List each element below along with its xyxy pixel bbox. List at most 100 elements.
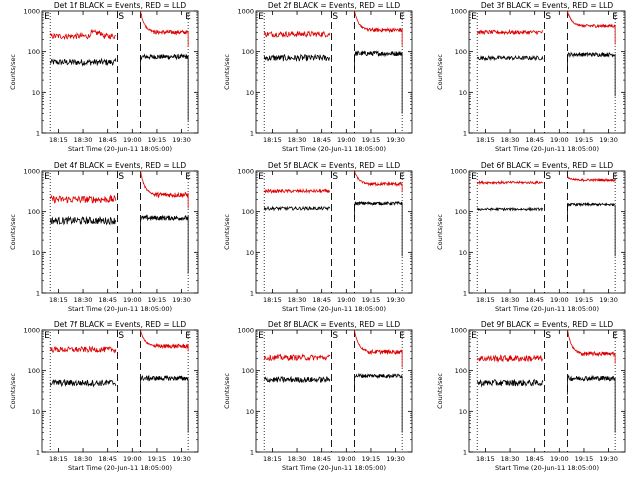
marker-label: S bbox=[332, 331, 338, 341]
x-tick-label: 18:30 bbox=[501, 455, 520, 463]
marker-label: S bbox=[332, 172, 338, 182]
marker-label: E bbox=[399, 172, 405, 182]
series-events-segment-1 bbox=[476, 378, 544, 388]
y-tick-label: 1000 bbox=[450, 327, 467, 335]
series-lld-segment-1 bbox=[476, 28, 544, 36]
marker-label: E bbox=[471, 331, 477, 341]
plot-frame bbox=[255, 170, 413, 294]
marker-label: S bbox=[332, 12, 338, 22]
y-tick-label: 100 bbox=[28, 208, 40, 216]
series-events-segment-2 bbox=[140, 374, 189, 433]
x-tick-label: 19:30 bbox=[599, 136, 618, 144]
y-tick-label: 1000 bbox=[450, 8, 467, 16]
x-tick-label: 19:30 bbox=[172, 136, 191, 144]
y-tick-label: 1000 bbox=[237, 327, 254, 335]
marker-label: E bbox=[471, 12, 477, 22]
series-events-segment-2 bbox=[140, 214, 189, 274]
series-lld-segment-2 bbox=[354, 330, 403, 368]
x-tick-label: 18:15 bbox=[476, 455, 495, 463]
series-events-segment-1 bbox=[476, 54, 544, 62]
series-lld-segment-2 bbox=[140, 10, 189, 48]
x-tick-label: 19:00 bbox=[337, 455, 356, 463]
y-tick-label: 100 bbox=[455, 208, 467, 216]
series-events-segment-1 bbox=[263, 53, 331, 62]
y-axis-label: Counts/sec bbox=[436, 54, 444, 90]
y-tick-label: 1 bbox=[250, 130, 254, 138]
panel-title: Det 5f BLACK = Events, RED = LLD bbox=[268, 161, 401, 170]
y-tick-label: 100 bbox=[242, 208, 254, 216]
y-tick-label: 100 bbox=[28, 48, 40, 56]
x-tick-label: 19:00 bbox=[123, 136, 142, 144]
x-tick-label: 19:30 bbox=[386, 136, 405, 144]
x-tick-label: 18:45 bbox=[312, 455, 331, 463]
x-tick-label: 19:15 bbox=[575, 136, 594, 144]
y-axis-label: Counts/sec bbox=[436, 214, 444, 250]
panel-4: Det 4f BLACK = Events, RED = LLD 1 10 100 10… bbox=[9, 161, 199, 313]
x-tick-label: 18:45 bbox=[525, 296, 544, 304]
series-lld-segment-1 bbox=[264, 187, 330, 195]
series-lld-segment-1 bbox=[49, 28, 117, 41]
x-tick-label: 18:15 bbox=[263, 455, 282, 463]
x-tick-label: 18:30 bbox=[74, 296, 93, 304]
x-tick-label: 18:30 bbox=[74, 136, 93, 144]
marker-label: S bbox=[545, 12, 551, 22]
series-events-segment-1 bbox=[49, 215, 117, 226]
x-axis-label: Start Time (20-Jun-11 18:05:00) bbox=[495, 145, 599, 153]
marker-label: E bbox=[612, 331, 618, 341]
marker-label: E bbox=[185, 331, 191, 341]
y-tick-label: 10 bbox=[246, 249, 254, 257]
y-tick-label: 1000 bbox=[23, 327, 40, 335]
marker-label: E bbox=[399, 331, 405, 341]
y-tick-label: 100 bbox=[242, 367, 254, 375]
x-tick-label: 19:15 bbox=[362, 136, 381, 144]
y-tick-label: 10 bbox=[246, 408, 254, 416]
series-lld-segment-2 bbox=[567, 330, 616, 364]
x-tick-label: 19:15 bbox=[575, 296, 594, 304]
marker-label: E bbox=[612, 172, 618, 182]
y-tick-label: 1 bbox=[463, 130, 467, 138]
panel-title: Det 2f BLACK = Events, RED = LLD bbox=[268, 1, 401, 10]
x-tick-label: 18:15 bbox=[263, 296, 282, 304]
y-axis-label: Counts/sec bbox=[9, 373, 17, 409]
marker-label: E bbox=[612, 12, 618, 22]
panel-1: Det 1f BLACK = Events, RED = LLD 1 10 100 10… bbox=[9, 1, 199, 153]
x-tick-label: 18:15 bbox=[49, 296, 68, 304]
x-tick-label: 18:15 bbox=[49, 455, 68, 463]
series-lld-segment-1 bbox=[263, 353, 331, 362]
y-tick-label: 1000 bbox=[23, 8, 40, 16]
panel-title: Det 7f BLACK = Events, RED = LLD bbox=[54, 320, 187, 329]
panel-7: Det 7f BLACK = Events, RED = LLD 1 10 100 10… bbox=[9, 320, 199, 472]
series-lld-segment-2 bbox=[567, 10, 616, 45]
y-tick-label: 100 bbox=[455, 48, 467, 56]
y-tick-label: 100 bbox=[455, 367, 467, 375]
y-tick-label: 10 bbox=[246, 89, 254, 97]
series-events-segment-1 bbox=[263, 375, 331, 384]
series-lld-segment-1 bbox=[476, 179, 544, 186]
x-tick-label: 18:15 bbox=[476, 136, 495, 144]
y-tick-label: 1 bbox=[36, 130, 40, 138]
x-axis-label: Start Time (20-Jun-11 18:05:00) bbox=[68, 464, 172, 472]
x-tick-label: 19:30 bbox=[172, 296, 191, 304]
y-tick-label: 1 bbox=[463, 290, 467, 298]
x-tick-label: 18:30 bbox=[501, 136, 520, 144]
x-tick-label: 19:00 bbox=[123, 296, 142, 304]
plot-frame bbox=[468, 10, 626, 134]
plot-frame bbox=[468, 329, 626, 453]
panel-title: Det 4f BLACK = Events, RED = LLD bbox=[54, 161, 187, 170]
panel-title: Det 8f BLACK = Events, RED = LLD bbox=[268, 320, 401, 329]
y-axis-label: Counts/sec bbox=[436, 373, 444, 409]
series-lld-segment-1 bbox=[49, 345, 117, 354]
x-tick-label: 18:45 bbox=[98, 455, 117, 463]
y-tick-label: 1 bbox=[36, 449, 40, 457]
panel-3: Det 3f BLACK = Events, RED = LLD 1 10 100 10… bbox=[436, 1, 626, 153]
y-tick-label: 10 bbox=[459, 408, 467, 416]
x-tick-label: 19:30 bbox=[599, 455, 618, 463]
x-tick-label: 18:30 bbox=[288, 296, 307, 304]
marker-label: E bbox=[471, 172, 477, 182]
x-axis-label: Start Time (20-Jun-11 18:05:00) bbox=[282, 464, 386, 472]
series-lld-segment-2 bbox=[140, 170, 189, 209]
x-tick-label: 19:00 bbox=[123, 455, 142, 463]
x-tick-label: 19:00 bbox=[337, 136, 356, 144]
y-axis-label: Counts/sec bbox=[9, 214, 17, 250]
marker-label: E bbox=[185, 172, 191, 182]
